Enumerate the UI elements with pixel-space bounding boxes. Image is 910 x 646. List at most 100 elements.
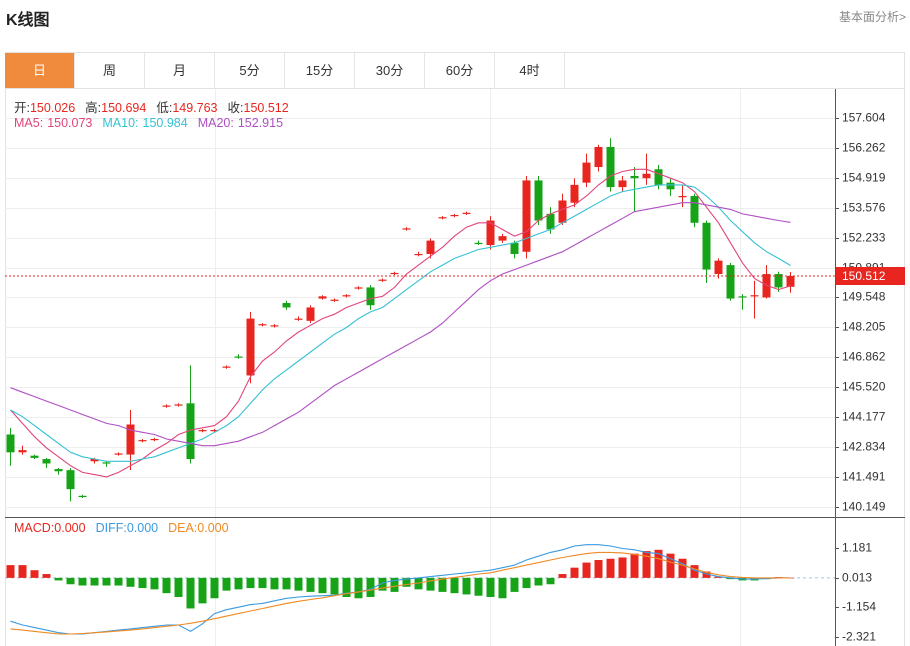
candle-body	[738, 296, 747, 298]
macd-bar	[678, 558, 687, 578]
last-price-tag	[836, 266, 905, 285]
macd-bar	[390, 577, 399, 592]
info-label: 高:	[85, 101, 102, 115]
ma-name: MA10:	[102, 116, 139, 130]
candle-body	[558, 200, 567, 223]
macd-bar	[582, 562, 591, 578]
y-tick-label: 154.919	[842, 171, 886, 185]
macd-bar	[282, 577, 291, 590]
ma-line	[10, 168, 791, 478]
macd-bar	[258, 577, 267, 589]
macd-bar	[210, 577, 219, 599]
macd-bar	[450, 577, 459, 594]
candle-body	[126, 424, 135, 455]
ma-value: 150.073	[47, 116, 93, 130]
macd-bar	[270, 577, 279, 590]
macd-bar	[342, 577, 351, 597]
panel-border	[5, 52, 905, 646]
info-label: 低:	[156, 101, 173, 115]
tab[interactable]: 周	[75, 53, 145, 88]
macd-bar	[330, 577, 339, 595]
candle-body	[630, 175, 639, 179]
macd-bar	[654, 549, 663, 578]
y-tick-label: 144.177	[842, 410, 886, 424]
tab[interactable]: 60分	[425, 53, 495, 88]
macd-bar	[42, 574, 51, 578]
macd-bar	[558, 574, 567, 578]
macd-bar	[366, 577, 375, 597]
tabs: 日周月 5分 15分 30分 60分 4时	[5, 53, 565, 88]
candle-body	[390, 272, 399, 275]
fundamental-link[interactable]: 基本面分析>	[838, 10, 906, 24]
macd-bar	[18, 565, 27, 578]
macd-bar	[162, 577, 171, 594]
macd-bar	[54, 577, 63, 581]
macd-bar	[606, 558, 615, 578]
candle-body	[726, 265, 735, 299]
macd-bar	[726, 577, 735, 580]
candle-body	[366, 287, 375, 306]
candle-body	[654, 169, 663, 185]
candle-body	[534, 180, 543, 221]
y-tick-label: 152.233	[842, 231, 886, 245]
info-value: 150.026	[29, 101, 76, 115]
candle-body	[678, 196, 687, 198]
macd-bar	[126, 577, 135, 587]
candle-body	[594, 146, 603, 168]
macd-bar	[510, 577, 519, 592]
candle-body	[6, 434, 15, 453]
tab[interactable]: 30分	[355, 53, 425, 88]
macd-name: DEA:	[168, 521, 198, 535]
candle-body	[450, 214, 459, 217]
y-tick-label: 156.262	[842, 141, 886, 155]
candle-body	[42, 459, 51, 464]
candle-body	[438, 217, 447, 219]
candle-body	[426, 240, 435, 254]
candle-body	[774, 274, 783, 288]
y-tick-label: 148.205	[842, 320, 886, 334]
candle-body	[162, 405, 171, 407]
macd-bar	[78, 577, 87, 586]
candle-body	[138, 440, 147, 442]
macd-name: DIFF:	[95, 521, 127, 535]
macd-bar	[306, 577, 315, 592]
tab[interactable]: 15分	[285, 53, 355, 88]
candle-body	[66, 470, 75, 490]
info-label: 开:	[14, 101, 30, 115]
candle-body	[522, 180, 531, 252]
candle-body	[378, 279, 387, 281]
candle-body	[498, 236, 507, 241]
y-tick-label: -1.154	[842, 600, 876, 614]
info-value: 149.763	[172, 101, 218, 115]
macd-value: 0.000	[197, 521, 229, 535]
candle-body	[402, 228, 411, 230]
candle-body	[582, 162, 591, 183]
candle-body	[510, 242, 519, 254]
tab[interactable]: 5分	[215, 53, 285, 88]
candle-body	[234, 356, 243, 358]
macd-bar	[318, 577, 327, 594]
macd-bar	[294, 577, 303, 591]
macd-bar	[486, 577, 495, 597]
candle-body	[210, 430, 219, 432]
y-tick-label: 153.576	[842, 201, 886, 215]
candle-body	[246, 318, 255, 376]
candle-body	[294, 318, 303, 320]
candle-body	[198, 430, 207, 432]
macd-bar	[414, 577, 423, 590]
candle-body	[90, 459, 99, 462]
macd-name: MACD:	[14, 521, 55, 535]
tab[interactable]: 月	[145, 53, 215, 88]
macd-bar	[186, 577, 195, 609]
macd-bar	[498, 577, 507, 599]
macd-bar	[6, 565, 15, 578]
ma-legend: MA5: 150.073 MA10: 150.984 MA20: 152.915	[14, 116, 283, 130]
y-tick-label: 157.604	[842, 111, 886, 125]
candle-body	[786, 275, 795, 287]
tab[interactable]: 4时	[495, 53, 565, 88]
macd-bar	[438, 577, 447, 592]
macd-bar	[714, 576, 723, 578]
tab[interactable]: 日	[5, 53, 75, 88]
candle-body	[186, 403, 195, 460]
